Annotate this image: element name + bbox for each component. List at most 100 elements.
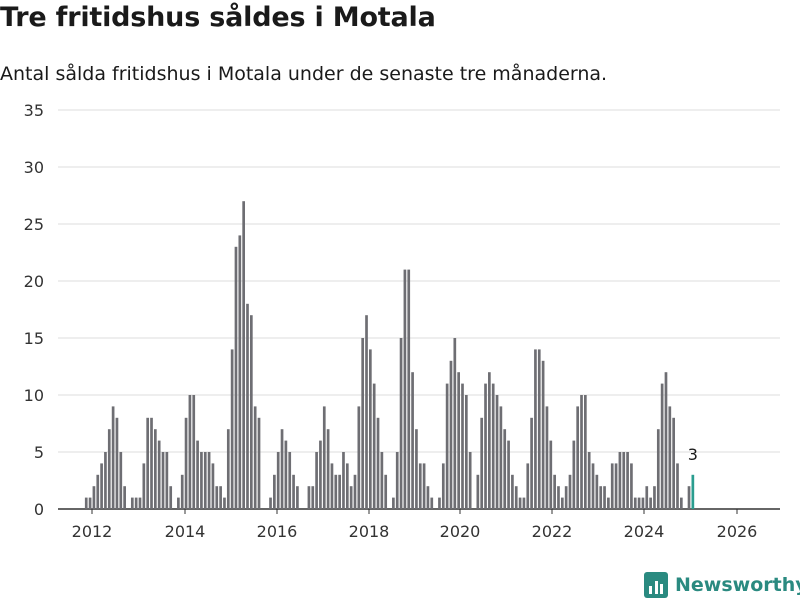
bar [660, 383, 664, 509]
bar [656, 429, 660, 509]
bar [679, 497, 683, 509]
bar [511, 474, 514, 509]
bar [603, 486, 606, 509]
bar [614, 463, 618, 509]
bar [541, 360, 545, 509]
bar [522, 497, 526, 509]
bar [219, 486, 222, 509]
bar [403, 269, 407, 509]
bar [349, 486, 353, 509]
bar [138, 497, 142, 509]
bar [545, 406, 549, 509]
bar [357, 406, 361, 509]
bar [119, 452, 123, 509]
bar [633, 497, 637, 509]
bar [491, 383, 495, 509]
bar [572, 440, 576, 509]
bar [584, 395, 587, 509]
bar [453, 338, 457, 509]
bar [464, 395, 468, 509]
bar [207, 452, 211, 509]
bar [196, 440, 199, 509]
y-tick-label: 5 [34, 443, 44, 462]
bar [134, 497, 138, 509]
bar [626, 452, 629, 509]
bar [430, 497, 434, 509]
bar [664, 372, 668, 509]
y-tick-label: 20 [24, 272, 44, 291]
bar [334, 474, 338, 509]
bar [342, 452, 345, 509]
bar [165, 452, 169, 509]
bar [499, 406, 503, 509]
bar [249, 315, 253, 509]
bar [130, 497, 134, 509]
bar [641, 497, 645, 509]
bar [687, 486, 691, 509]
bar [276, 452, 280, 509]
highlight-bar [691, 474, 695, 509]
bar [180, 474, 184, 509]
bar [319, 440, 322, 509]
x-tick-label: 2016 [257, 522, 298, 541]
bar [672, 417, 675, 509]
x-tick-label: 2022 [532, 522, 573, 541]
bar [88, 497, 92, 509]
bar [280, 429, 284, 509]
bar [557, 486, 560, 509]
bar [296, 486, 299, 509]
bar [480, 417, 484, 509]
bar [226, 429, 230, 509]
bar [599, 486, 603, 509]
grid-lines [58, 109, 780, 510]
bar [177, 497, 180, 509]
bar [157, 440, 161, 509]
y-tick-label: 30 [24, 158, 44, 177]
bar [526, 463, 530, 509]
newsworthy-logo: Newsworthy [644, 569, 800, 601]
bar [384, 474, 388, 509]
bar [495, 395, 499, 509]
bar [580, 395, 583, 509]
bar [653, 486, 656, 509]
bar [530, 417, 533, 509]
bar [549, 440, 553, 509]
bar [399, 338, 403, 509]
bar [553, 474, 556, 509]
bar [622, 452, 626, 509]
bar [284, 440, 288, 509]
bar [292, 474, 295, 509]
bar [311, 486, 315, 509]
bar [461, 383, 464, 509]
bar [215, 486, 219, 509]
bar [645, 486, 649, 509]
bar [211, 463, 215, 509]
bar [115, 417, 119, 509]
bar [449, 360, 453, 509]
x-axis-ticks: 2012 2014 2016 2018 2020 2022 2024 2026 [72, 509, 757, 541]
bar [591, 463, 595, 509]
bar [111, 406, 115, 509]
bar [269, 497, 272, 509]
bar [607, 497, 610, 509]
bar [100, 463, 103, 509]
bar [361, 338, 365, 509]
bar [576, 406, 580, 509]
bar [338, 474, 341, 509]
bar [422, 463, 426, 509]
bar [353, 474, 357, 509]
x-tick-label: 2020 [440, 522, 481, 541]
data-labels: 3 [688, 445, 698, 464]
bar [169, 486, 173, 509]
bar [150, 417, 153, 509]
bars [84, 201, 695, 510]
bar [307, 486, 311, 509]
bar [668, 406, 672, 509]
bar [676, 463, 679, 509]
newsworthy-logo-text: Newsworthy [675, 574, 800, 596]
chart-subtitle: Antal sålda fritidshus i Motala under de… [0, 63, 608, 85]
bar [376, 417, 380, 509]
bar [484, 383, 487, 509]
bar [92, 486, 96, 509]
